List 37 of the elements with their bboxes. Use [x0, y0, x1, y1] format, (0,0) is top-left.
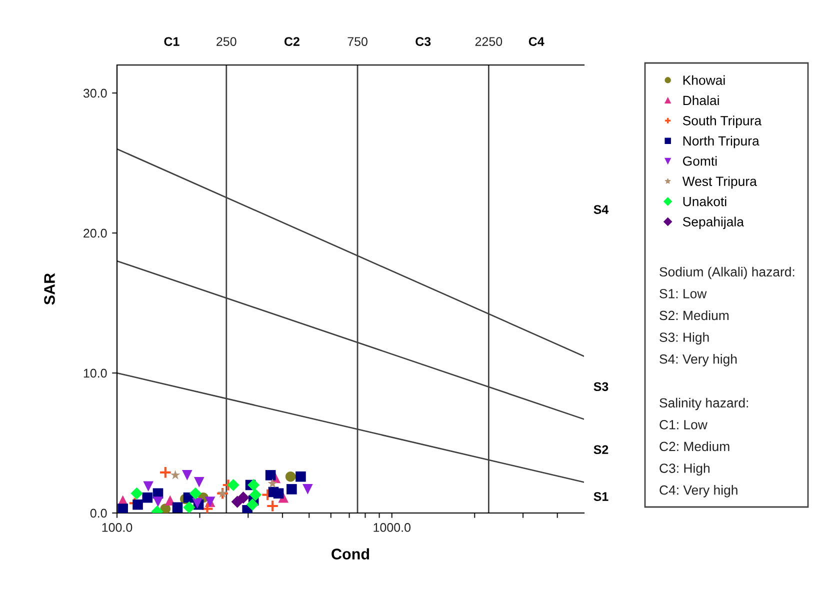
legend-label: South Tripura	[682, 116, 762, 128]
legend-label: Dhalai	[683, 95, 719, 106]
y-tick-label: 0.0	[90, 508, 107, 518]
text: S1	[594, 492, 608, 501]
x-tick-label: 100.0	[102, 523, 132, 532]
text: C4	[528, 37, 544, 46]
y-axis-title: SAR	[44, 273, 55, 305]
legend-label: North Tripura	[683, 136, 760, 148]
x-tick-label: 1000.0	[374, 523, 410, 532]
text: C2: Medium	[660, 441, 730, 452]
text: C1: Low	[660, 420, 708, 430]
x-axis-title: Cond	[332, 548, 370, 560]
legend-label: Sepahijala	[682, 216, 744, 230]
text: C3: High	[660, 463, 710, 476]
text: S1: Low	[660, 289, 707, 298]
y-tick-label: 30.0	[83, 88, 107, 98]
y-tick-label: 10.0	[84, 368, 107, 378]
text: Salinity hazard:	[660, 398, 748, 410]
text: S4	[594, 205, 609, 214]
text: C4: Very high	[660, 485, 738, 498]
text: S3	[594, 382, 608, 392]
legend-label: Gomti	[683, 156, 717, 166]
legend-label: Unakoti	[683, 196, 726, 206]
text: S2: Medium	[660, 310, 729, 320]
ref-line-label: 2250	[475, 37, 502, 46]
text: S2	[594, 445, 608, 454]
legend-label: Khowai	[683, 75, 725, 85]
text: S4: Very high	[660, 354, 737, 366]
text: S3: High	[660, 332, 709, 345]
legend-label: West Tripura	[682, 176, 757, 189]
text: C3	[416, 37, 431, 46]
text: C2	[284, 37, 300, 46]
text: C1	[164, 37, 180, 46]
text: Sodium (Alkali) hazard:	[660, 266, 794, 280]
ref-line-label: 250	[216, 37, 236, 46]
y-tick-label: 20.0	[84, 228, 107, 238]
ref-line-label: 750	[348, 37, 368, 46]
